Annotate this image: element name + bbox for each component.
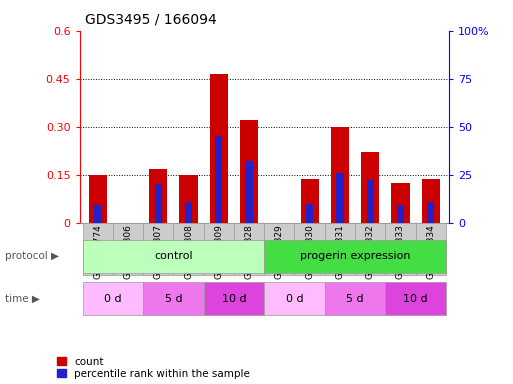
- Text: GSM255809: GSM255809: [214, 224, 223, 279]
- Legend: count, percentile rank within the sample: count, percentile rank within the sample: [56, 357, 250, 379]
- Bar: [422, 179, 440, 223]
- Text: 5 d: 5 d: [165, 293, 182, 304]
- Text: 10 d: 10 d: [403, 293, 428, 304]
- Bar: [331, 127, 349, 223]
- Text: GSM255806: GSM255806: [124, 224, 132, 279]
- FancyBboxPatch shape: [294, 223, 325, 275]
- FancyBboxPatch shape: [143, 223, 173, 275]
- Bar: [301, 179, 319, 223]
- Text: time ▶: time ▶: [5, 293, 40, 304]
- Text: GSM255834: GSM255834: [426, 224, 435, 279]
- Bar: [391, 183, 409, 223]
- Bar: [210, 74, 228, 223]
- Bar: [245, 161, 253, 223]
- Bar: [149, 169, 167, 223]
- FancyBboxPatch shape: [385, 223, 416, 275]
- FancyBboxPatch shape: [143, 282, 204, 315]
- Text: GSM255831: GSM255831: [336, 224, 344, 279]
- Bar: [240, 120, 258, 223]
- Text: GSM255807: GSM255807: [154, 224, 163, 279]
- FancyBboxPatch shape: [385, 282, 446, 315]
- FancyBboxPatch shape: [204, 282, 264, 315]
- Bar: [427, 202, 435, 223]
- Text: control: control: [154, 251, 193, 262]
- FancyBboxPatch shape: [325, 223, 355, 275]
- Text: GDS3495 / 166094: GDS3495 / 166094: [85, 13, 216, 27]
- Bar: [185, 202, 192, 223]
- Text: GSM255828: GSM255828: [245, 224, 253, 279]
- FancyBboxPatch shape: [416, 223, 446, 275]
- Bar: [336, 173, 344, 223]
- Text: 10 d: 10 d: [222, 293, 246, 304]
- FancyBboxPatch shape: [234, 223, 264, 275]
- FancyBboxPatch shape: [83, 282, 143, 315]
- Text: GSM255829: GSM255829: [275, 224, 284, 279]
- FancyBboxPatch shape: [264, 240, 446, 273]
- FancyBboxPatch shape: [83, 240, 264, 273]
- Bar: [366, 180, 374, 223]
- Text: GSM255774: GSM255774: [93, 224, 102, 279]
- FancyBboxPatch shape: [83, 223, 113, 275]
- FancyBboxPatch shape: [355, 223, 385, 275]
- FancyBboxPatch shape: [113, 223, 143, 275]
- Bar: [397, 205, 404, 223]
- Text: GSM255832: GSM255832: [366, 224, 374, 279]
- Bar: [94, 205, 101, 223]
- Bar: [154, 184, 162, 223]
- Bar: [306, 204, 313, 223]
- Text: protocol ▶: protocol ▶: [5, 251, 59, 262]
- Text: GSM255830: GSM255830: [305, 224, 314, 279]
- Bar: [180, 175, 198, 223]
- Text: progerin expression: progerin expression: [300, 251, 410, 262]
- FancyBboxPatch shape: [264, 223, 294, 275]
- Bar: [215, 136, 223, 223]
- FancyBboxPatch shape: [264, 282, 325, 315]
- Text: GSM255833: GSM255833: [396, 224, 405, 279]
- FancyBboxPatch shape: [325, 282, 385, 315]
- Bar: [361, 152, 379, 223]
- Text: 0 d: 0 d: [104, 293, 122, 304]
- Text: 0 d: 0 d: [286, 293, 303, 304]
- FancyBboxPatch shape: [204, 223, 234, 275]
- Text: 5 d: 5 d: [346, 293, 364, 304]
- Text: GSM255808: GSM255808: [184, 224, 193, 279]
- Bar: [89, 175, 107, 223]
- FancyBboxPatch shape: [173, 223, 204, 275]
